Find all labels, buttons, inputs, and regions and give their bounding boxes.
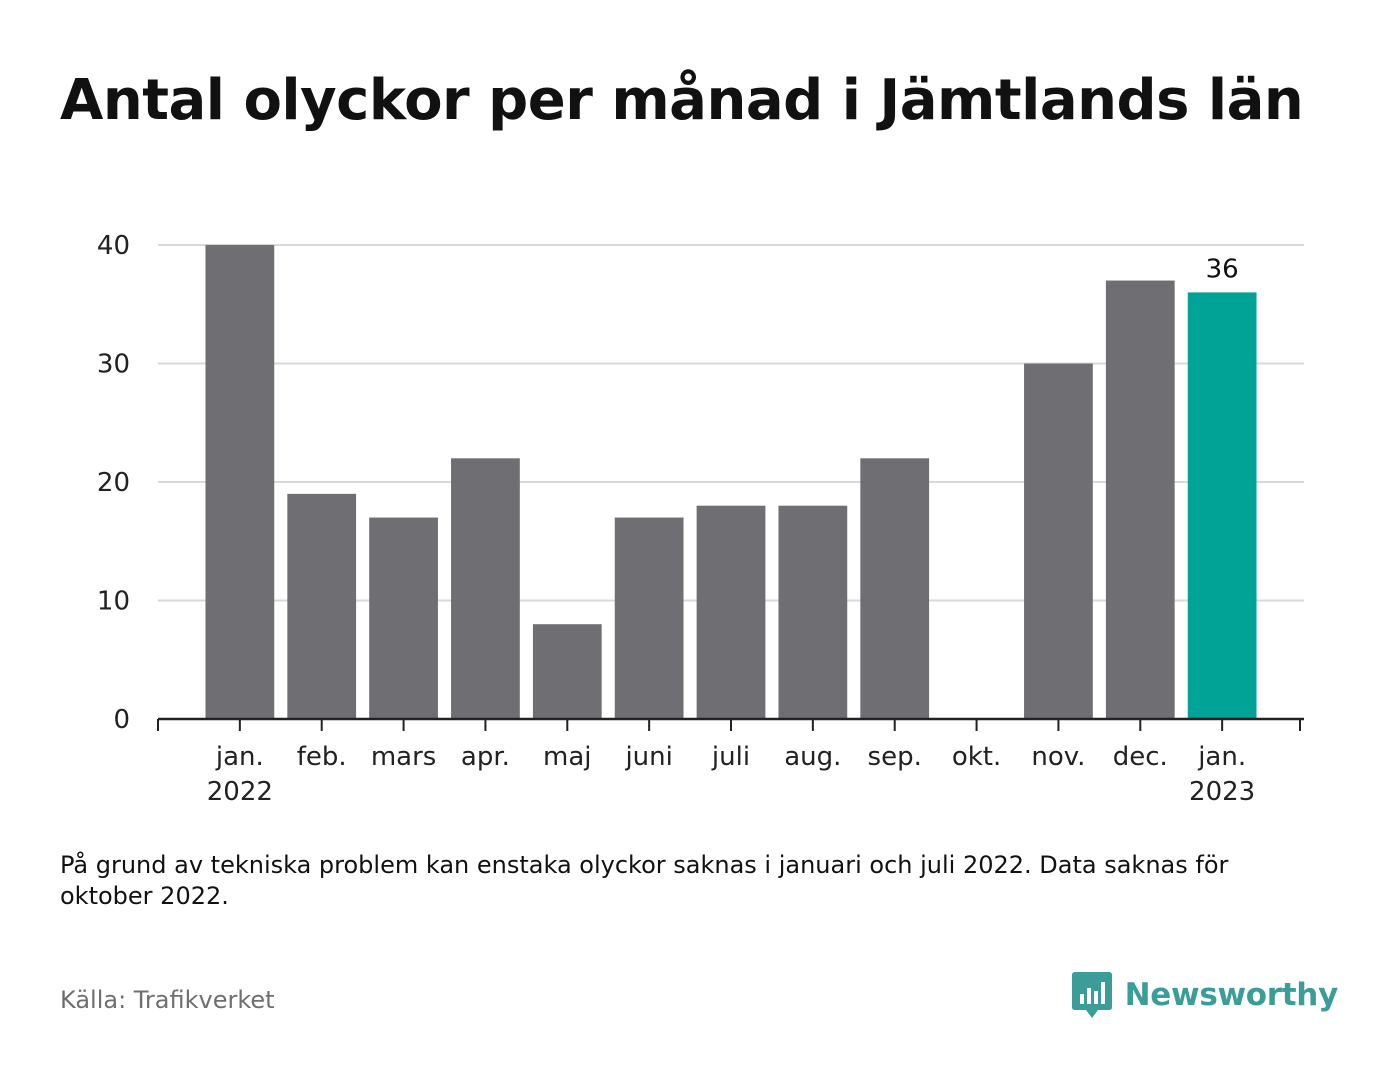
x-axis <box>157 717 1304 731</box>
bar-highlight <box>1187 292 1257 719</box>
x-tick-label: juli <box>711 742 750 772</box>
data-label: 36 <box>1206 254 1239 284</box>
x-tick-label: mars <box>371 742 437 772</box>
x-tick-label: feb. <box>297 742 347 772</box>
bar <box>778 505 848 719</box>
brand-logo: Newsworthy <box>1071 970 1338 1020</box>
x-tick-label: okt. <box>952 742 1001 772</box>
bars <box>205 245 1257 719</box>
bar <box>369 517 438 719</box>
x-tick-sublabel: 2022 <box>207 777 273 807</box>
x-tick-label: apr. <box>461 742 510 772</box>
y-axis-tick-labels: 0 10 20 30 40 <box>97 231 130 735</box>
source-label: Källa: Trafikverket <box>60 986 275 1014</box>
bar <box>860 458 930 719</box>
chart-footnote: På grund av tekniska problem kan enstaka… <box>60 851 1229 910</box>
y-tick-label: 30 <box>97 350 130 380</box>
y-tick-label: 0 <box>113 705 130 735</box>
x-tick-label: aug. <box>784 742 841 772</box>
bar <box>287 493 357 719</box>
x-tick-label: nov. <box>1031 742 1085 772</box>
bar <box>1024 363 1093 719</box>
bar <box>696 505 766 719</box>
y-tick-label: 20 <box>97 468 130 498</box>
data-labels: 36 <box>1206 254 1239 284</box>
x-tick-label: sep. <box>868 742 922 772</box>
y-tick-label: 10 <box>97 587 130 617</box>
bar <box>614 517 684 719</box>
bar <box>532 624 602 719</box>
x-tick-label: jan. <box>1197 742 1246 772</box>
x-tick-sublabel: 2023 <box>1189 777 1255 807</box>
newsworthy-logo-icon <box>1071 972 1112 1018</box>
bar <box>205 245 275 719</box>
y-tick-label: 40 <box>97 231 130 261</box>
bar-chart: 0 10 20 30 40 jan. 2022 feb. mars apr. maj juni jul… <box>97 231 1304 807</box>
bar <box>1105 280 1175 719</box>
brand-name: Newsworthy <box>1124 977 1339 1013</box>
x-tick-label: juni <box>624 742 672 772</box>
x-axis-tick-labels: jan. 2022 feb. mars apr. maj juni juli aug. sep. o… <box>207 742 1255 807</box>
x-tick-label: dec. <box>1113 742 1168 772</box>
bar <box>451 458 520 719</box>
chart-title: Antal olyckor per månad i Jämtlands län <box>60 68 1304 133</box>
x-tick-label: maj <box>543 742 591 772</box>
x-tick-label: jan. <box>215 742 264 772</box>
